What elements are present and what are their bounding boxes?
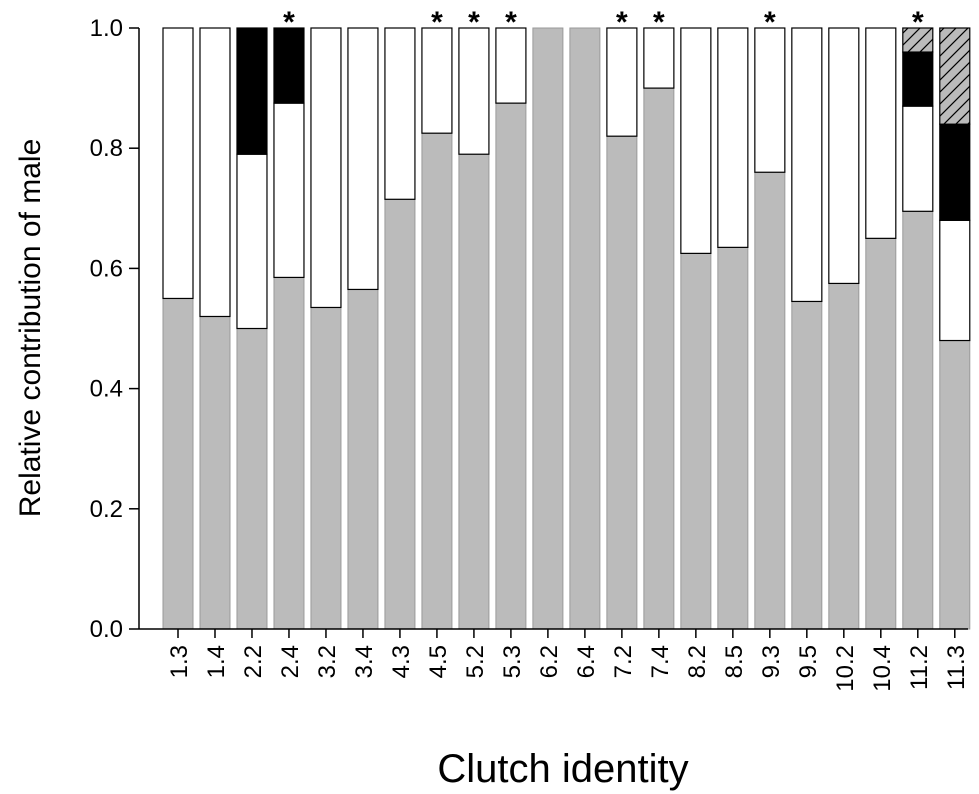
bars-layer bbox=[162, 27, 971, 630]
bar-segment-5.2-2 bbox=[458, 27, 490, 155]
x-tick-label: 11.2 bbox=[906, 645, 933, 690]
bar-segment-8.5-2 bbox=[717, 27, 749, 248]
bar-segment-5.3-2 bbox=[495, 27, 527, 104]
x-tick-label: 1.3 bbox=[166, 645, 193, 678]
x-tick-label: 8.5 bbox=[721, 645, 748, 678]
bar-segment-2.4-3 bbox=[273, 27, 305, 104]
significance-star-9.3: * bbox=[764, 6, 776, 39]
x-axis: 1.3 1.4 2.2 2.4 3.2 3.4 4.3 4.5 5.2 5.3 6.2 6.4 7.2 7… bbox=[139, 628, 970, 692]
bar-segment-8.2-1 bbox=[680, 252, 712, 630]
bar-segment-4.5-1 bbox=[421, 132, 453, 630]
bar-segment-1.3-2 bbox=[162, 27, 194, 300]
x-tick-label: 1.4 bbox=[203, 645, 230, 678]
x-tick-label: 9.5 bbox=[795, 645, 822, 678]
bar-segment-6.2-1 bbox=[532, 27, 564, 630]
y-tick-label: 0.8 bbox=[90, 135, 123, 162]
x-tick-label: 11.3 bbox=[943, 645, 970, 690]
x-tick-label: 9.3 bbox=[758, 645, 785, 678]
significance-star-5.3: * bbox=[505, 6, 517, 39]
bar-segment-5.3-1 bbox=[495, 102, 527, 630]
bar-segment-8.5-1 bbox=[717, 246, 749, 630]
x-tick-label: 6.4 bbox=[573, 645, 600, 678]
x-tick-label: 7.2 bbox=[610, 645, 637, 678]
significance-star-2.4: * bbox=[283, 6, 295, 39]
significance-star-4.5: * bbox=[431, 6, 443, 39]
bar-segment-2.2-1 bbox=[236, 328, 268, 630]
bar-segment-10.2-1 bbox=[828, 282, 860, 630]
x-tick-label: 3.4 bbox=[351, 645, 378, 678]
bar-segment-3.2-1 bbox=[310, 306, 342, 630]
bar-segment-1.4-1 bbox=[199, 315, 231, 630]
bar-segment-9.3-2 bbox=[754, 27, 786, 173]
bar-segment-9.5-2 bbox=[791, 27, 823, 303]
significance-star-11.2: * bbox=[912, 6, 924, 39]
bar-segment-4.3-2 bbox=[384, 27, 416, 200]
bar-segment-11.3-1 bbox=[939, 340, 971, 630]
bar-segment-4.5-2 bbox=[421, 27, 453, 134]
bar-segment-4.3-1 bbox=[384, 198, 416, 630]
bar-segment-8.2-2 bbox=[680, 27, 712, 254]
x-tick-label: 4.3 bbox=[388, 645, 415, 678]
y-tick-label: 0.6 bbox=[90, 255, 123, 282]
bar-segment-11.3-3 bbox=[939, 123, 971, 221]
x-tick-label: 10.2 bbox=[832, 645, 859, 692]
bar-segment-6.4-1 bbox=[569, 27, 601, 630]
y-tick-label: 0.0 bbox=[90, 616, 123, 643]
x-tick-label: 2.2 bbox=[240, 645, 267, 678]
bar-segment-3.4-2 bbox=[347, 27, 379, 291]
x-tick-label: 10.4 bbox=[869, 645, 896, 692]
bar-segment-11.2-1 bbox=[902, 210, 934, 630]
bar-segment-9.3-1 bbox=[754, 171, 786, 630]
y-axis: 0.0 0.2 0.4 0.6 0.8 1.0 bbox=[90, 15, 140, 643]
bar-segment-11.3-4 bbox=[939, 27, 971, 125]
bar-segment-3.4-1 bbox=[347, 288, 379, 630]
bar-segment-10.4-2 bbox=[865, 27, 897, 239]
bar-segment-7.4-2 bbox=[643, 27, 675, 89]
y-tick-label: 0.4 bbox=[90, 376, 123, 403]
y-tick-label: 1.0 bbox=[90, 15, 123, 42]
bar-segment-11.2-3 bbox=[902, 51, 934, 107]
x-tick-label: 2.4 bbox=[277, 645, 304, 678]
bar-segment-9.5-1 bbox=[791, 300, 823, 630]
y-tick-label: 0.2 bbox=[90, 496, 123, 523]
bar-segment-2.4-1 bbox=[273, 276, 305, 630]
bar-segment-5.2-1 bbox=[458, 153, 490, 630]
bar-segment-11.3-2 bbox=[939, 219, 971, 342]
x-tick-label: 5.3 bbox=[499, 645, 526, 678]
bar-segment-11.2-2 bbox=[902, 105, 934, 212]
bar-segment-7.2-1 bbox=[606, 135, 638, 630]
significance-star-5.2: * bbox=[468, 6, 480, 39]
significance-star-7.4: * bbox=[653, 6, 665, 39]
bar-segment-7.2-2 bbox=[606, 27, 638, 137]
x-tick-label: 7.4 bbox=[647, 645, 674, 678]
x-tick-label: 6.2 bbox=[536, 645, 563, 678]
y-axis-label: Relative contribution of male bbox=[14, 139, 47, 518]
bar-segment-2.4-2 bbox=[273, 102, 305, 279]
bar-segment-7.4-1 bbox=[643, 87, 675, 630]
significance-markers: * * * * * * * * bbox=[283, 6, 924, 39]
bar-segment-11.2-4 bbox=[902, 27, 934, 53]
x-tick-label: 8.2 bbox=[684, 645, 711, 678]
bar-segment-3.2-2 bbox=[310, 27, 342, 309]
x-tick-label: 3.2 bbox=[314, 645, 341, 678]
bar-segment-10.2-2 bbox=[828, 27, 860, 285]
x-tick-label: 4.5 bbox=[425, 645, 452, 678]
x-tick-label: 5.2 bbox=[462, 645, 489, 678]
x-axis-label: Clutch identity bbox=[437, 747, 688, 791]
bar-segment-2.2-3 bbox=[236, 27, 268, 155]
significance-star-7.2: * bbox=[616, 6, 628, 39]
bar-segment-2.2-2 bbox=[236, 153, 268, 330]
bar-segment-1.3-1 bbox=[162, 297, 194, 630]
bar-segment-10.4-1 bbox=[865, 237, 897, 630]
bar-segment-1.4-2 bbox=[199, 27, 231, 318]
